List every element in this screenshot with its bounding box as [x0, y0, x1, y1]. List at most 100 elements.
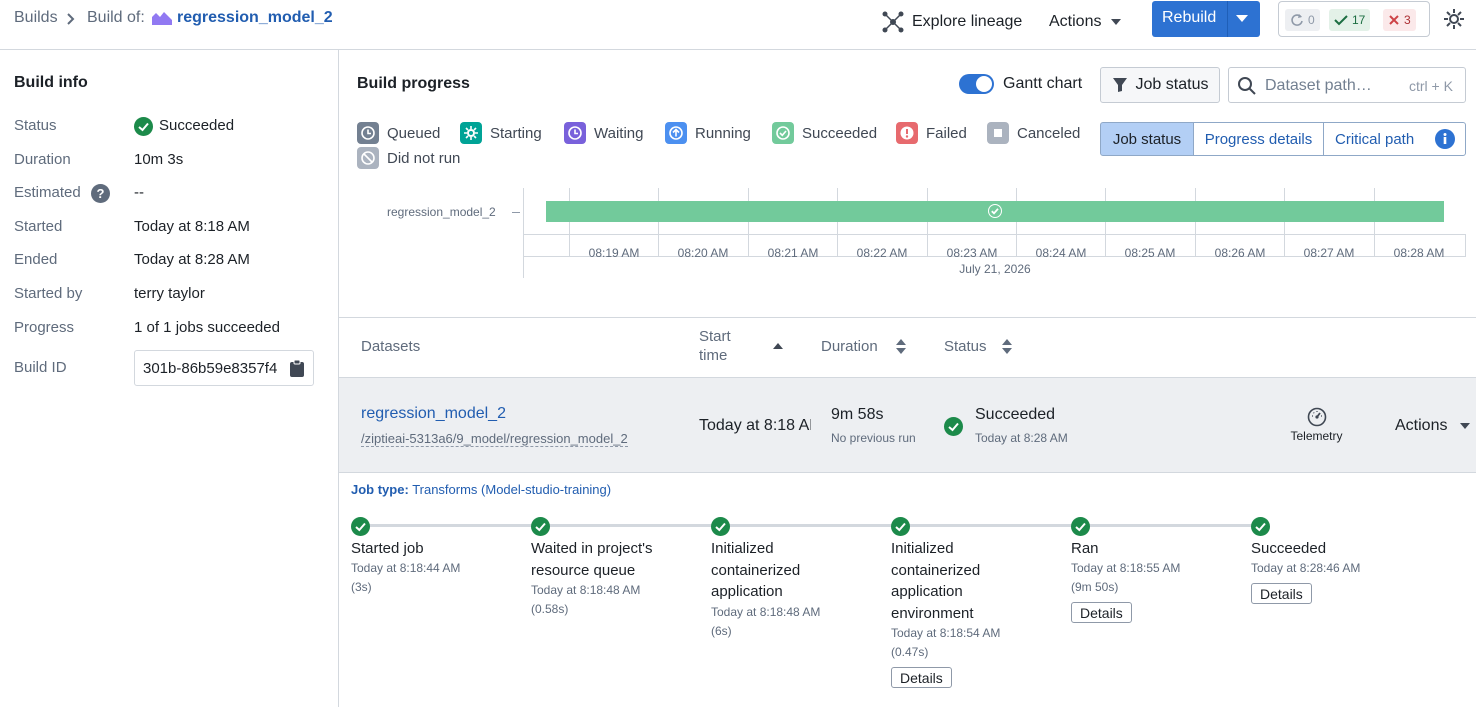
settings-icon[interactable] [1443, 8, 1465, 30]
gantt-date: July 21, 2026 [959, 262, 1031, 276]
success-check-icon [351, 517, 370, 536]
filter-icon [1112, 78, 1127, 92]
legend-queued-label: Queued [387, 124, 441, 142]
tab-critical-path[interactable]: Critical path [1323, 122, 1466, 156]
progress-label: Progress [14, 319, 75, 336]
col-status[interactable]: Status [944, 338, 987, 355]
sort-asc-icon[interactable] [772, 342, 784, 350]
job-timeline-line [360, 524, 1260, 527]
step-duration: (0.47s) [891, 645, 929, 659]
job-type-value: Transforms (Model-studio-training) [412, 482, 612, 497]
gantt-gridline [1105, 188, 1106, 256]
gantt-tick-label: 08:21 AM [767, 246, 819, 260]
succeeded-count-badge[interactable]: 17 [1329, 9, 1371, 31]
gantt-toggle[interactable] [959, 74, 994, 94]
row-duration: 9m 58s [831, 406, 884, 423]
details-button[interactable]: Details [1071, 602, 1132, 623]
running-count-badge[interactable]: 0 [1285, 9, 1320, 31]
gantt-tick-label: 08:20 AM [677, 246, 729, 260]
telemetry-button[interactable]: Telemetry [1279, 407, 1354, 443]
estimated-label: Estimated [14, 184, 81, 201]
cross-icon [1389, 15, 1399, 25]
failed-count-badge[interactable]: 3 [1383, 9, 1416, 31]
running-arrow-icon [665, 122, 687, 144]
sort-icon[interactable] [895, 338, 907, 355]
success-check-icon [1251, 517, 1270, 536]
gantt-row-label: regression_model_2 [387, 205, 496, 219]
gantt-gridline [1374, 188, 1375, 256]
build-id-value: 301b-86b59e8357f4 [143, 360, 278, 377]
step-title: Initialized containerized application en… [891, 540, 981, 622]
check-icon [1334, 15, 1348, 26]
step-time: Today at 8:18:44 AM [351, 561, 461, 575]
legend-waiting-label: Waiting [594, 124, 644, 142]
gauge-icon [1307, 407, 1326, 427]
tab-progress-details-label: Progress details [1204, 130, 1313, 148]
row-status: Succeeded [975, 406, 1056, 423]
top-bar: Builds Build of: regression_model_2 Expl… [0, 0, 1476, 50]
gantt-axis-line [523, 188, 524, 278]
breadcrumb-builds[interactable]: Builds [14, 9, 58, 26]
failed-count: 3 [1404, 13, 1411, 27]
step-title: Ran [1071, 540, 1099, 557]
rebuild-button[interactable]: Rebuild [1152, 1, 1260, 37]
build-progress-title: Build progress [357, 75, 470, 92]
explore-lineage-button[interactable]: Explore lineage [882, 7, 1022, 37]
step-duration: (9m 50s) [1071, 580, 1119, 594]
row-duration-sub: No previous run [831, 431, 916, 445]
job-type: Job type: Transforms (Model-studio-train… [351, 482, 611, 497]
refresh-icon [1291, 14, 1303, 26]
running-count: 0 [1308, 13, 1315, 27]
breadcrumb-dataset[interactable]: regression_model_2 [177, 9, 333, 26]
legend-failed: Failed [896, 122, 967, 144]
sort-icon[interactable] [1001, 338, 1013, 355]
toggle-knob [976, 76, 992, 92]
copy-clipboard-icon[interactable] [289, 359, 305, 378]
actions-menu-button[interactable]: Actions [1049, 7, 1123, 37]
gantt-success-check-icon [988, 204, 1002, 218]
step-title: Started job [351, 540, 424, 557]
caret-down-icon[interactable] [1236, 15, 1248, 22]
legend-canceled-label: Canceled [1017, 124, 1081, 142]
did-not-run-icon [357, 147, 379, 169]
explore-lineage-label: Explore lineage [912, 13, 1023, 30]
step-duration: (0.58s) [531, 602, 569, 616]
gantt-gridline [1284, 188, 1285, 256]
lineage-icon [882, 11, 904, 33]
job-status-filter-button[interactable]: Job status [1100, 67, 1220, 103]
info-icon[interactable] [1435, 129, 1455, 149]
succeeded-check-icon [772, 122, 794, 144]
table-row[interactable]: regression_model_2 /ziptieai-5313a6/9_mo… [339, 377, 1476, 473]
gantt-gridline [1195, 188, 1196, 256]
step-time: Today at 8:18:48 AM [711, 605, 821, 619]
col-duration[interactable]: Duration [821, 338, 878, 355]
started-value: Today at 8:18 AM [134, 218, 250, 235]
col-start-time[interactable]: Start [699, 328, 731, 345]
build-info-panel: Build info Status Succeeded Duration 10m… [0, 50, 339, 707]
col-start-time-2[interactable]: time [699, 347, 728, 364]
tab-job-status[interactable]: Job status [1100, 122, 1194, 156]
gantt-tick-label: 08:23 AM [946, 246, 998, 260]
status-value: Succeeded [159, 117, 235, 134]
dataset-icon [152, 12, 172, 25]
gantt-gridline [837, 188, 838, 256]
row-dataset-path[interactable]: /ziptieai-5313a6/9_model/regression_mode… [361, 431, 628, 447]
succeeded-count: 17 [1352, 13, 1366, 27]
failed-alert-icon [896, 122, 918, 144]
gantt-tick-label: 08:28 AM [1393, 246, 1445, 260]
legend-queued: Queued [357, 122, 440, 144]
help-icon[interactable]: ? [91, 184, 110, 203]
gantt-tick-label: 08:19 AM [588, 246, 640, 260]
tab-progress-details[interactable]: Progress details [1193, 122, 1324, 156]
started-by-value: terry taylor [134, 285, 205, 302]
details-button[interactable]: Details [1251, 583, 1312, 604]
build-id-field[interactable]: 301b-86b59e8357f4 [134, 350, 314, 386]
details-button[interactable]: Details [891, 667, 952, 688]
telemetry-label: Telemetry [1290, 429, 1343, 443]
row-actions-button[interactable]: Actions [1395, 417, 1471, 435]
row-dataset-link[interactable]: regression_model_2 [361, 405, 506, 422]
legend-waiting: Waiting [564, 122, 643, 144]
gantt-gridline [658, 188, 659, 256]
caret-down-icon [1111, 19, 1122, 25]
dataset-search-input[interactable]: Dataset path… ctrl + K [1228, 67, 1466, 103]
